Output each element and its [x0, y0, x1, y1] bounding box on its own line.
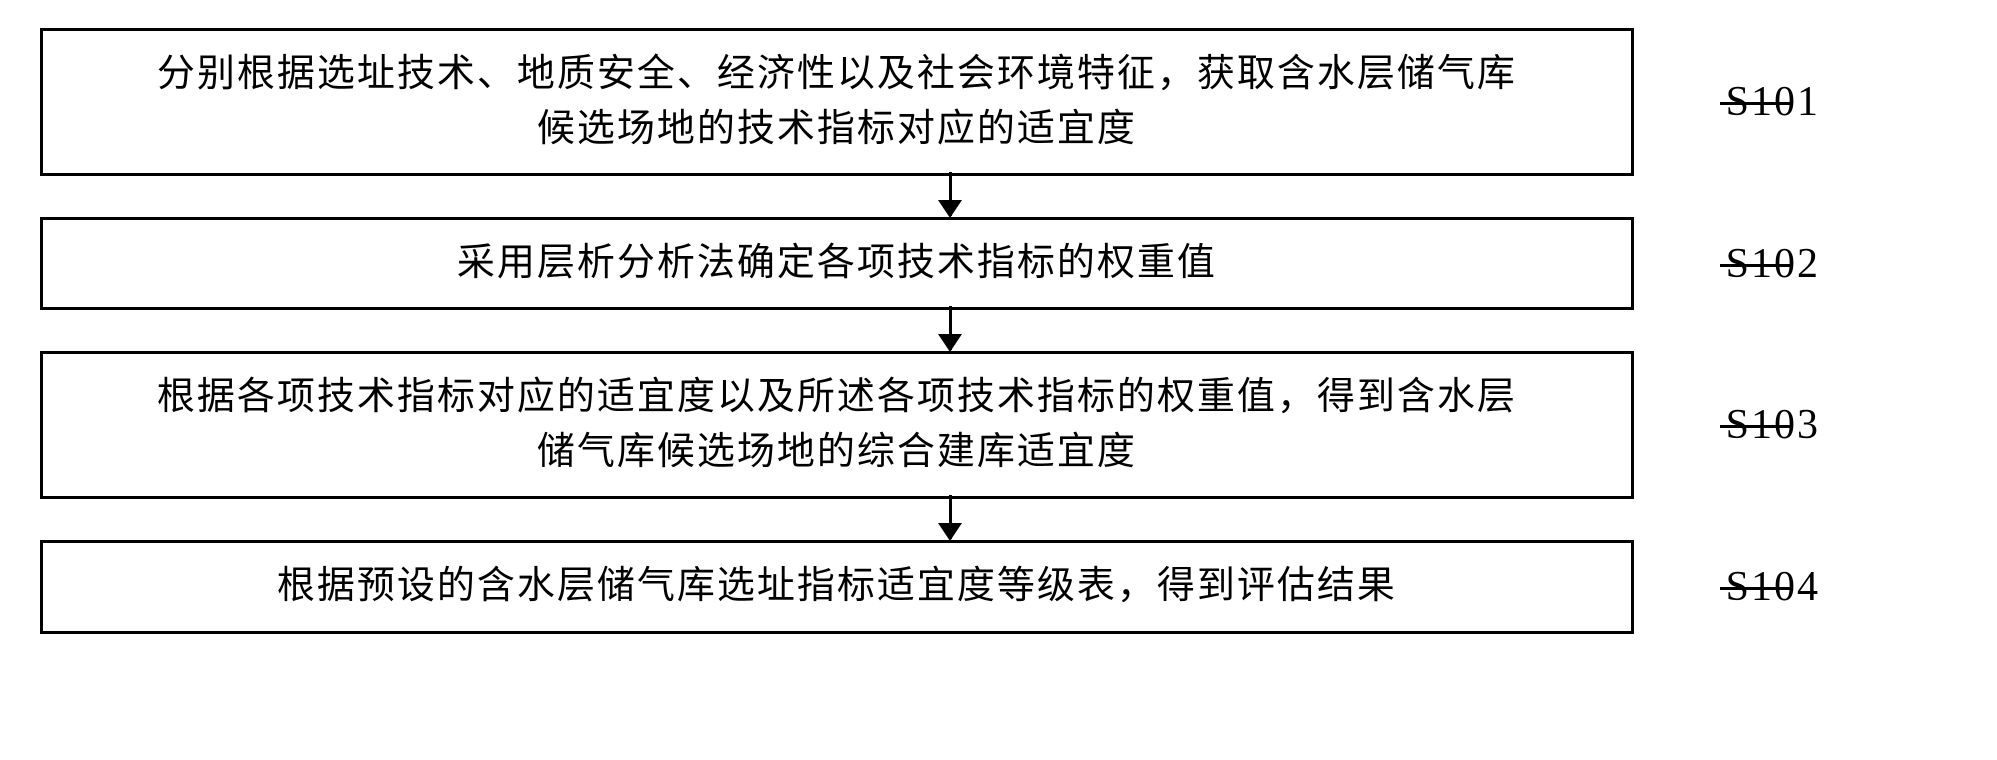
label-connector-line: [1720, 102, 1792, 105]
arrow-connector: [130, 172, 1770, 221]
step-text-line: 采用层析分析法确定各项技术指标的权重值: [457, 236, 1217, 291]
arrow-down-icon: [949, 495, 952, 539]
label-connector-line: [1720, 425, 1792, 428]
step-text-line: 根据预设的含水层储气库选址指标适宜度等级表，得到评估结果: [277, 559, 1397, 614]
arrow-connector: [130, 495, 1770, 544]
label-connector-line: [1720, 587, 1792, 590]
arrow-connector: [130, 306, 1770, 355]
step-text-line: 储气库候选场地的综合建库适宜度: [537, 425, 1137, 480]
step-box-s104: 根据预设的含水层储气库选址指标适宜度等级表，得到评估结果: [40, 540, 1634, 633]
flow-row: 采用层析分析法确定各项技术指标的权重值 S102: [40, 217, 1820, 310]
step-box-s101: 分别根据选址技术、地质安全、经济性以及社会环境特征，获取含水层储气库 候选场地的…: [40, 28, 1634, 176]
step-box-s102: 采用层析分析法确定各项技术指标的权重值: [40, 217, 1634, 310]
step-text-line: 分别根据选址技术、地质安全、经济性以及社会环境特征，获取含水层储气库: [157, 47, 1517, 102]
step-box-s103: 根据各项技术指标对应的适宜度以及所述各项技术指标的权重值，得到含水层 储气库候选…: [40, 351, 1634, 499]
arrow-down-icon: [949, 306, 952, 350]
flow-row: 根据预设的含水层储气库选址指标适宜度等级表，得到评估结果 S104: [40, 540, 1820, 633]
flow-row: 分别根据选址技术、地质安全、经济性以及社会环境特征，获取含水层储气库 候选场地的…: [40, 28, 1820, 176]
flowchart-container: 分别根据选址技术、地质安全、经济性以及社会环境特征，获取含水层储气库 候选场地的…: [0, 0, 1820, 634]
flow-row: 根据各项技术指标对应的适宜度以及所述各项技术指标的权重值，得到含水层 储气库候选…: [40, 351, 1820, 499]
arrow-down-icon: [949, 172, 952, 216]
label-connector-line: [1720, 264, 1792, 267]
step-text-line: 候选场地的技术指标对应的适宜度: [537, 102, 1137, 157]
step-text-line: 根据各项技术指标对应的适宜度以及所述各项技术指标的权重值，得到含水层: [157, 370, 1517, 425]
